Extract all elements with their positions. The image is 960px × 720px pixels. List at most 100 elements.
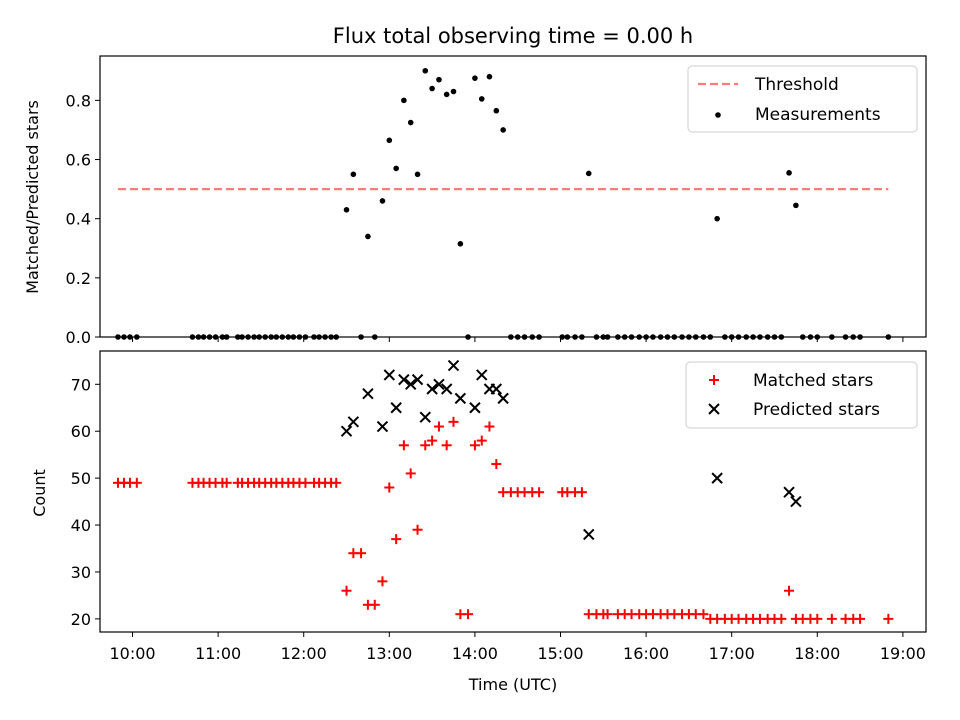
predicted-star-point [340, 425, 353, 437]
measurement-point [457, 241, 464, 247]
matched-star-point [491, 459, 502, 470]
predicted-star-point [390, 402, 402, 414]
matched-star-point [484, 421, 495, 432]
legend-matched-swatch [709, 375, 719, 385]
matched-star-point [369, 599, 380, 610]
matched-star-point [476, 435, 487, 446]
legend-predicted-label: Predicted stars [753, 400, 880, 420]
top-axes-frame [99, 55, 927, 338]
x-tick-label: 17:00 [709, 644, 755, 663]
x-tick-label: 19:00 [880, 644, 926, 663]
predicted-star-point [711, 472, 723, 484]
x-tick-label: 14:00 [452, 644, 498, 663]
bottom-panel: 20 30 40 50 60 70 10:00 11:00 12:00 13:00 14:00 15… [30, 350, 927, 694]
matched-star-point [377, 576, 388, 587]
predicted-star-point [426, 383, 438, 395]
matched-star-point [602, 609, 613, 620]
matched-star-point [427, 435, 438, 446]
measurement-point [343, 207, 350, 213]
x-tick-label: 10:00 [109, 644, 155, 663]
measurement-point [350, 171, 357, 178]
measurement-point [436, 76, 442, 83]
x-tick-label: 15:00 [537, 644, 583, 663]
x-tick-label: 12:00 [281, 644, 327, 663]
predicted-star-point [447, 359, 460, 372]
measurement-point [450, 88, 457, 95]
predicted-star-point [583, 528, 595, 541]
predicted-star-point [454, 392, 467, 405]
measurement-point [443, 91, 450, 98]
legend-matched-label: Matched stars [753, 371, 873, 391]
chart-title: Flux total observing time = 0.00 h [333, 24, 693, 48]
measurement-point [393, 165, 399, 172]
top-y-tick-label: 0.2 [66, 269, 91, 288]
bottom-y-tick-label: 30 [71, 563, 91, 582]
measurement-point [493, 107, 500, 114]
matched-star-point [405, 468, 416, 479]
top-y-tick-label: 0.4 [66, 210, 91, 229]
matched-star-point [384, 482, 395, 493]
top-y-tick-label: 0.6 [66, 151, 91, 170]
top-panel: 0.00.20.40.60.8 Matched/Predicted stars … [23, 55, 927, 347]
matched-star-point [391, 534, 402, 545]
predicted-star-point [469, 402, 481, 414]
legend-measurements-swatch [715, 112, 721, 118]
legend-measurements-label: Measurements [755, 105, 881, 125]
predicted-star-point [411, 373, 424, 386]
measurement-point [793, 202, 799, 209]
matched-star-point [300, 477, 311, 488]
matched-star-point [441, 440, 452, 451]
predicted-star-point [783, 486, 795, 498]
bottom-y-tick-label: 50 [71, 469, 91, 488]
matched-star-point [883, 613, 894, 624]
x-axis-label: Time (UTC) [468, 675, 557, 694]
predicted-star-point [383, 369, 396, 381]
measurement-point [786, 170, 792, 176]
measurement-point [414, 171, 421, 178]
matched-star-point [784, 585, 795, 596]
legend-predicted-swatch [708, 403, 720, 415]
matched-star-point [341, 585, 352, 596]
bottom-y-tick-label: 60 [71, 422, 91, 441]
matched-star-point [534, 487, 545, 498]
matched-star-point [812, 613, 823, 624]
measurement-point [422, 67, 429, 74]
matched-star-point [433, 421, 444, 432]
predicted-star-point [476, 369, 488, 381]
measurement-point [407, 119, 414, 126]
measurement-point [365, 233, 371, 240]
measurement-point [500, 127, 506, 133]
predicted-star-point [398, 373, 410, 386]
matched-star-point [776, 613, 787, 624]
measurement-point [379, 198, 386, 204]
bottom-y-tick-label: 70 [71, 375, 91, 394]
measurement-point [429, 85, 435, 92]
matched-star-point [855, 613, 866, 624]
bottom-y-axis-label: Count [30, 469, 49, 517]
predicted-star-point [790, 495, 802, 508]
measurement-point [714, 215, 720, 222]
top-y-axis-label: Matched/Predicted stars [23, 100, 42, 294]
x-tick-label: 11:00 [195, 644, 241, 663]
bottom-axes-frame [99, 350, 927, 633]
predicted-star-point [376, 420, 389, 433]
bottom-y-tick-label: 20 [71, 610, 91, 629]
legend-threshold-label: Threshold [754, 75, 839, 95]
predicted-star-point [433, 378, 445, 391]
predicted-star-point [440, 383, 453, 395]
predicted-star-point [405, 378, 417, 391]
matched-star-point [131, 477, 142, 488]
matched-star-point [448, 416, 459, 427]
measurement-point [472, 75, 478, 81]
x-tick-label: 18:00 [794, 644, 840, 663]
predicted-star-point [497, 392, 509, 405]
matched-star-point [469, 440, 480, 451]
bottom-y-tick-label: 40 [71, 516, 91, 535]
matched-star-point [420, 440, 431, 451]
measurement-point [486, 73, 493, 80]
matched-star-point [398, 440, 409, 451]
bottom-legend: Matched stars Predicted stars [685, 361, 918, 429]
matched-star-point [463, 609, 474, 620]
predicted-star-point [347, 416, 360, 428]
